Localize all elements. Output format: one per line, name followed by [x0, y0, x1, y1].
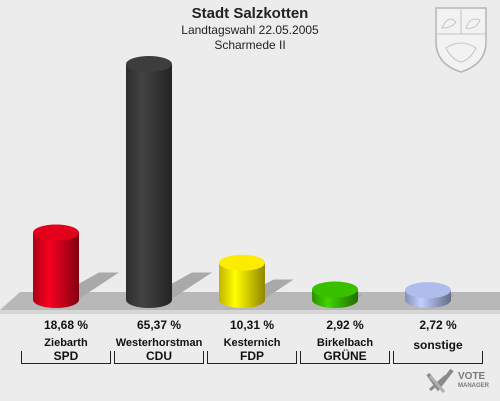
party-label: CDU: [146, 349, 172, 363]
chart-header: Stadt Salzkotten Landtagswahl 22.05.2005…: [0, 4, 500, 53]
bar-top-spd: [33, 224, 79, 241]
logo-text-vote: VOTE: [458, 371, 486, 382]
candidate-label: Ziebarth: [44, 337, 88, 349]
label-bracket: [393, 351, 483, 364]
chart-title: Stadt Salzkotten: [191, 5, 309, 22]
bar-top-cdu: [126, 56, 172, 72]
candidate-label: Kesternich: [223, 337, 281, 349]
label-bracket: [207, 351, 297, 364]
vote-check-icon: [426, 368, 454, 393]
label-bracket: [300, 351, 390, 364]
party-label: SPD: [53, 349, 79, 363]
percent-label: 2,72 %: [419, 318, 457, 332]
bar-cdu: [126, 64, 172, 308]
percent-label: 10,31 %: [229, 318, 275, 332]
label-bracket: [114, 351, 204, 364]
label-bracket: [21, 351, 111, 364]
party-label: sonstige: [413, 338, 463, 352]
percent-label: 2,92 %: [326, 318, 364, 332]
coat-of-arms-icon: [435, 7, 487, 73]
chart-floor-edge: [0, 310, 500, 314]
bar-spd: [33, 232, 79, 308]
party-label: GRÜNE: [323, 349, 367, 363]
candidate-label: Birkelbach: [316, 337, 374, 349]
party-label: FDP: [240, 349, 264, 363]
bar-fdp: [219, 262, 265, 308]
logo-text-manager: MANAGER: [458, 383, 489, 389]
percent-label: 65,37 %: [136, 318, 182, 332]
election-date: Landtagswahl 22.05.2005: [181, 23, 319, 37]
bar-top-fdp: [219, 254, 265, 271]
vote-manager-logo: VOTE MANAGER: [424, 368, 496, 396]
percent-label: 18,68 %: [43, 318, 89, 332]
bar-top-sonstige: [405, 282, 451, 299]
district-name: Scharmede II: [214, 38, 286, 52]
candidate-label: Westerhorstman: [115, 337, 203, 349]
bar-top-grüne: [312, 281, 358, 298]
